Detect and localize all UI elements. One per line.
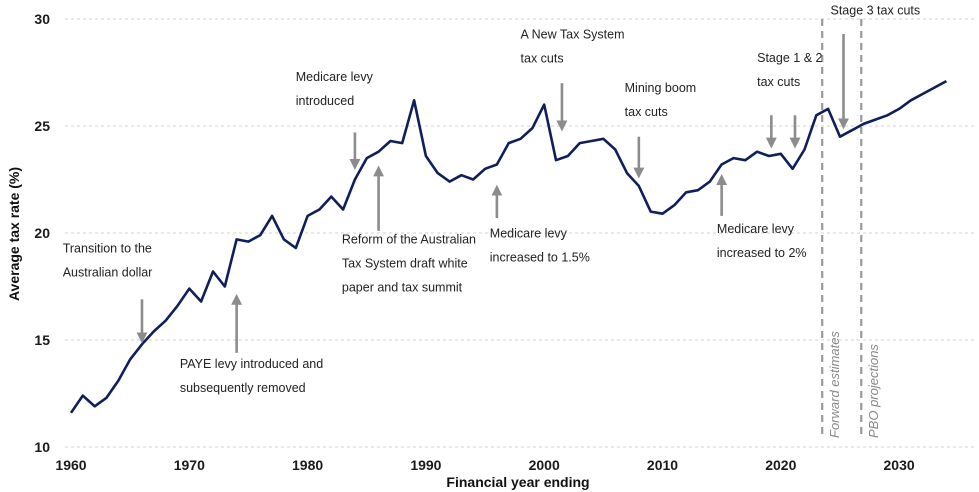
y-tick-label: 30 — [34, 11, 50, 27]
y-tick-label: 15 — [34, 332, 50, 348]
annotation-text: Stage 3 tax cuts — [830, 4, 920, 18]
annotation: Medicare levy introduced — [296, 70, 374, 170]
x-tick-label: 1970 — [174, 457, 205, 473]
annotations: Transition to the Australian dollar PAYE l… — [63, 4, 920, 395]
annotation-text: Medicare levy — [296, 70, 374, 84]
y-tick-label: 20 — [34, 225, 50, 241]
annotation-text: paper and tax summit — [342, 281, 463, 295]
x-tick-label: 1960 — [55, 457, 86, 473]
x-tick-label: 1990 — [410, 457, 441, 473]
divider-label: Forward estimates — [827, 331, 842, 438]
axis-ticks: 10 15 20 25 30 1960 1970 1980 1990 2000 2010 2020 20… — [34, 11, 914, 473]
annotation: PAYE levy introduced and subsequently rem… — [180, 293, 323, 395]
annotation-text: PAYE levy introduced and — [180, 357, 323, 371]
annotation-text: tax cuts — [625, 105, 668, 119]
annotation-text: subsequently removed — [180, 381, 306, 395]
annotation-text: Mining boom — [625, 81, 697, 95]
divider-label: PBO projections — [866, 344, 881, 438]
annotation: Transition to the Australian dollar — [63, 241, 153, 344]
x-tick-label: 1980 — [292, 457, 323, 473]
x-tick-label: 2030 — [884, 457, 915, 473]
annotation-text: introduced — [296, 94, 354, 108]
annotation-text: tax cuts — [521, 51, 564, 65]
annotation-text: Stage 1 & 2 — [757, 51, 822, 65]
annotation-text: Tax System draft white — [342, 257, 468, 271]
x-axis-label: Financial year ending — [446, 474, 589, 490]
annotation-text: Medicare levy — [490, 226, 568, 240]
x-tick-label: 2000 — [529, 457, 560, 473]
annotation: Medicare levy increased to 1.5% — [490, 184, 590, 264]
gridlines — [65, 18, 975, 448]
annotation-text: Reform of the Australian — [342, 233, 476, 247]
annotation: Medicare levy increased to 2% — [716, 174, 807, 260]
series-line — [69, 79, 948, 414]
annotation-text: Australian dollar — [63, 265, 153, 279]
y-tick-label: 25 — [34, 118, 50, 134]
annotation-text: tax cuts — [757, 75, 800, 89]
series-layer — [69, 79, 948, 414]
annotation: Stage 1 & 2 tax cuts — [757, 51, 823, 149]
annotation: A New Tax System tax cuts — [521, 27, 625, 132]
annotation-text: Transition to the — [63, 241, 152, 255]
x-tick-label: 2020 — [765, 457, 796, 473]
y-tick-label: 10 — [34, 439, 50, 455]
y-axis-label: Average tax rate (%) — [6, 167, 22, 301]
annotation-text: increased to 2% — [717, 246, 807, 260]
x-tick-label: 2010 — [647, 457, 678, 473]
projection-dividers: Forward estimates PBO projections — [821, 19, 881, 439]
annotation-text: increased to 1.5% — [490, 250, 590, 264]
annotation: Reform of the Australian Tax System draft… — [342, 165, 476, 295]
annotation-text: A New Tax System — [521, 27, 625, 41]
annotation-text: Medicare levy — [717, 222, 795, 236]
annotation: Mining boom tax cuts — [625, 81, 697, 179]
annotation: Stage 3 tax cuts — [830, 4, 920, 130]
